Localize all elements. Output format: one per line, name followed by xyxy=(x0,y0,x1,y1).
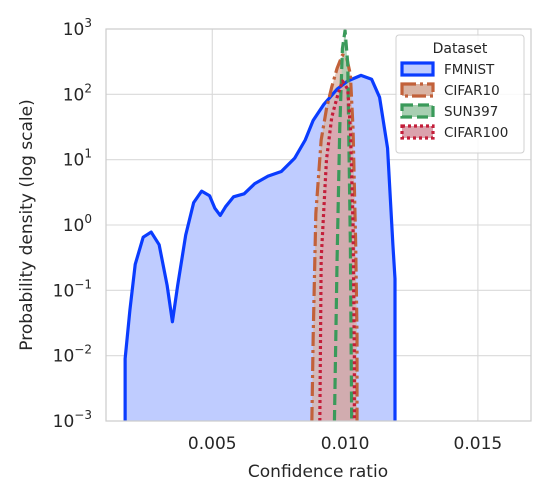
plot-frame xyxy=(105,28,532,422)
y-tick-labels: 10−3 10−2 10−1 100 101 102 103 xyxy=(53,16,92,432)
y-tick-label-1: 10−2 xyxy=(53,343,92,367)
legend-entries: FMNIST CIFAR10 SUN397 CIFAR100 xyxy=(400,61,508,141)
legend-swatch-fmnist xyxy=(400,61,435,77)
legend-label-cifar10: CIFAR10 xyxy=(444,83,500,99)
series-line-cifar10 xyxy=(310,53,359,422)
legend-swatch-sun397 xyxy=(400,103,435,119)
y-tick-label-6: 103 xyxy=(63,16,92,40)
x-tick-label-0: 0.005 xyxy=(188,434,237,454)
y-tick-label-0: 10−3 xyxy=(53,408,92,432)
x-axis-label: Confidence ratio xyxy=(248,462,388,482)
y-tick-label-5: 102 xyxy=(63,81,92,105)
legend-label-fmnist: FMNIST xyxy=(444,62,495,78)
legend-swatch-cifar100 xyxy=(400,124,435,140)
x-tick-labels: 0.005 0.010 0.015 xyxy=(188,434,502,454)
legend-swatch-cifar10 xyxy=(400,82,435,98)
series-line-sun397 xyxy=(332,28,354,422)
x-tick-label-1: 0.010 xyxy=(321,434,370,454)
y-axis-label: Probability density (log scale) xyxy=(17,99,37,350)
y-tick-label-4: 101 xyxy=(63,147,92,171)
legend-title: Dataset xyxy=(433,41,488,57)
series-lines xyxy=(123,28,397,422)
y-tick-label-2: 10−1 xyxy=(53,277,92,301)
x-tick-label-2: 0.015 xyxy=(454,434,503,454)
y-tick-label-3: 100 xyxy=(63,212,92,236)
series-line-cifar100 xyxy=(318,79,356,422)
legend-label-cifar100: CIFAR100 xyxy=(444,125,508,141)
series-line-fmnist xyxy=(123,73,397,421)
legend: Dataset FMNIST CIFAR10 SUN397 CIFAR100 xyxy=(395,34,525,154)
legend-label-sun397: SUN397 xyxy=(444,104,498,120)
